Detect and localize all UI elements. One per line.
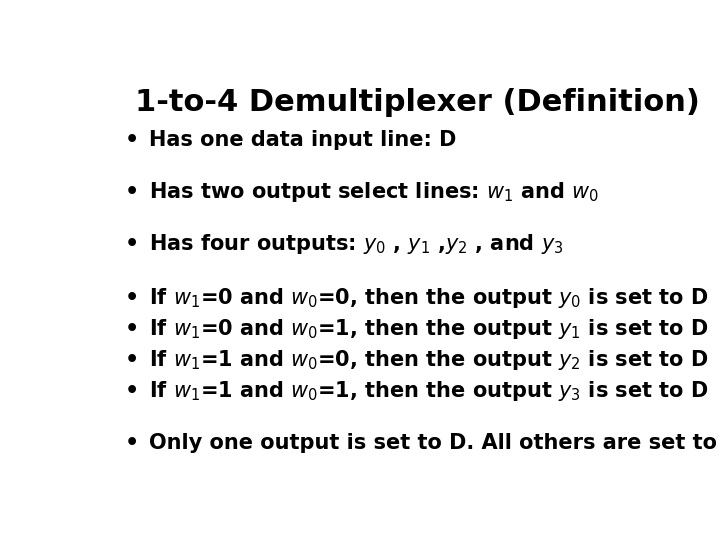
Text: •: • <box>125 350 139 370</box>
Text: Has one data input line: D: Has one data input line: D <box>148 130 456 150</box>
Text: •: • <box>125 381 139 401</box>
Text: 1-to-4 Demultiplexer (Definition): 1-to-4 Demultiplexer (Definition) <box>135 87 700 117</box>
Text: •: • <box>125 234 139 254</box>
Text: Has two output select lines: $w_1$ and $w_0$: Has two output select lines: $w_1$ and $… <box>148 180 598 204</box>
Text: If $w_1$=1 and $w_0$=1, then the output $y_3$ is set to D: If $w_1$=1 and $w_0$=1, then the output … <box>148 379 708 403</box>
Text: Has four outputs: $y_0$ , $y_1$ ,$y_2$ , and $y_3$: Has four outputs: $y_0$ , $y_1$ ,$y_2$ ,… <box>148 232 563 255</box>
Text: If $w_1$=1 and $w_0$=0, then the output $y_2$ is set to D: If $w_1$=1 and $w_0$=0, then the output … <box>148 348 708 372</box>
Text: •: • <box>125 130 139 150</box>
Text: If $w_1$=0 and $w_0$=0, then the output $y_0$ is set to D: If $w_1$=0 and $w_0$=0, then the output … <box>148 286 708 309</box>
Text: Only one output is set to D. All others are set to 0.: Only one output is set to D. All others … <box>148 433 720 453</box>
Text: •: • <box>125 433 139 453</box>
Text: •: • <box>125 288 139 308</box>
Text: •: • <box>125 181 139 201</box>
Text: If $w_1$=0 and $w_0$=1, then the output $y_1$ is set to D: If $w_1$=0 and $w_0$=1, then the output … <box>148 317 708 341</box>
Text: •: • <box>125 319 139 339</box>
